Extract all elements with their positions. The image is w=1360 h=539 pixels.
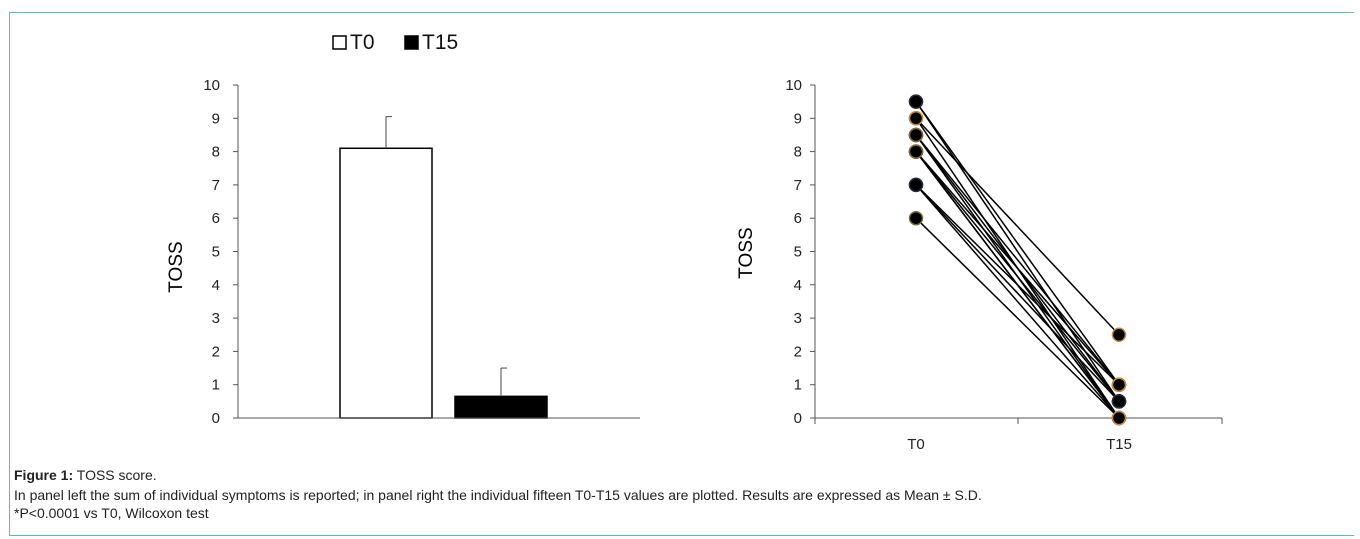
- y-tick-label: 5: [794, 244, 802, 261]
- point-T0: [908, 94, 924, 109]
- y-tick-label: 9: [212, 110, 220, 127]
- y-tick-label: 2: [794, 343, 802, 360]
- bar-T0: [339, 147, 433, 419]
- figure-frame: [9, 12, 1354, 536]
- y-tick-label: 7: [212, 177, 220, 194]
- subject-line: [915, 151, 1120, 386]
- point-T0: [908, 210, 924, 226]
- caption-title: TOSS score.: [76, 467, 157, 483]
- point-T0: [908, 177, 924, 193]
- caption-label: Figure 1:: [14, 467, 74, 483]
- y-tick-label: 4: [212, 277, 220, 294]
- y-tick-label: 1: [794, 377, 802, 394]
- legend-label-T15: T15: [422, 31, 458, 54]
- y-axis-label: TOSS: [736, 227, 757, 278]
- figure-caption: Figure 1: TOSS score.: [14, 466, 157, 484]
- y-tick-label: 5: [212, 244, 220, 261]
- caption-description: In panel left the sum of individual symp…: [14, 487, 982, 503]
- y-tick-label: 8: [794, 144, 802, 161]
- point-T15: [1111, 410, 1127, 426]
- subject-line: [915, 101, 1120, 402]
- y-tick-label: 3: [794, 310, 802, 327]
- point-T15: [1111, 394, 1127, 409]
- y-tick-label: 10: [785, 77, 802, 94]
- y-tick-label: 2: [212, 343, 220, 360]
- legend-label-T0: T0: [350, 31, 375, 54]
- point-T15: [1111, 377, 1127, 392]
- paired-line-chart: 0 1 2 3 4 5 6 7 8 9 10 T0 T15 TOSS: [736, 77, 1223, 453]
- y-tick-label: 3: [212, 310, 220, 327]
- y-tick-label: 6: [212, 210, 220, 227]
- subject-line: [915, 184, 1120, 402]
- subject-line: [915, 134, 1120, 386]
- subject-line: [915, 117, 1120, 336]
- subject-line: [915, 151, 1120, 402]
- legend-swatch-T0: [332, 35, 347, 50]
- subject-line: [915, 184, 1120, 386]
- y-tick-label: 9: [794, 110, 802, 127]
- subject-line: [915, 184, 1120, 419]
- caption-statistics: *P<0.0001 vs T0, Wilcoxon test: [14, 505, 209, 521]
- point-T0: [908, 127, 924, 143]
- y-tick-label: 10: [203, 77, 220, 94]
- y-tick-label: 1: [212, 377, 220, 394]
- y-tick-label: 0: [794, 410, 802, 427]
- chart-legend: T0 T15: [332, 31, 458, 54]
- y-tick-label: 8: [212, 144, 220, 161]
- y-tick-label: 6: [794, 210, 802, 227]
- legend-swatch-T15: [404, 35, 419, 50]
- point-T0: [908, 111, 924, 126]
- point-T15: [1111, 327, 1127, 342]
- y-tick-label: 0: [212, 410, 220, 427]
- x-tick-label-T0: T0: [907, 436, 925, 453]
- bar-chart: T0 T15 0 1 2 3 4 5 6 7 8 9 10 TOSS: [166, 31, 640, 427]
- point-T0: [908, 144, 924, 159]
- subject-line: [915, 101, 1120, 386]
- y-tick-label: 4: [794, 277, 802, 294]
- y-tick-label: 7: [794, 177, 802, 194]
- y-axis-label: TOSS: [166, 241, 187, 292]
- subject-line: [915, 217, 1120, 419]
- x-tick-label-T15: T15: [1106, 436, 1132, 453]
